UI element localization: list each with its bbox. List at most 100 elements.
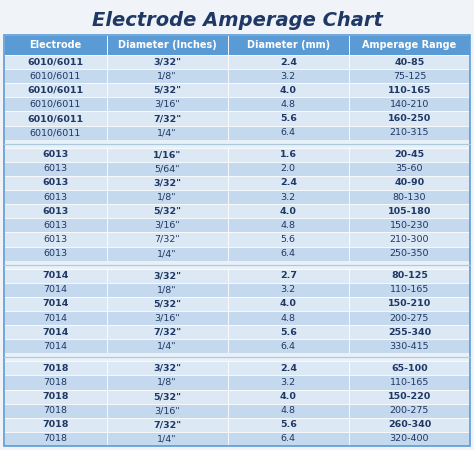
Bar bbox=[107, 126, 228, 140]
Bar bbox=[349, 83, 470, 97]
Bar bbox=[349, 297, 470, 311]
Bar bbox=[349, 218, 470, 232]
Bar bbox=[228, 375, 349, 390]
Text: 3.2: 3.2 bbox=[281, 378, 296, 387]
Bar bbox=[228, 297, 349, 311]
Bar bbox=[349, 283, 470, 297]
Text: 6.4: 6.4 bbox=[281, 128, 296, 137]
Bar bbox=[4, 126, 107, 140]
Text: Amperage Range: Amperage Range bbox=[362, 40, 456, 50]
Text: 5/32": 5/32" bbox=[153, 207, 181, 216]
Text: 7018: 7018 bbox=[43, 378, 67, 387]
Text: 7014: 7014 bbox=[42, 328, 68, 337]
Bar bbox=[228, 247, 349, 261]
Text: 7018: 7018 bbox=[42, 420, 69, 429]
Text: 6013: 6013 bbox=[43, 221, 67, 230]
Text: 5.6: 5.6 bbox=[280, 114, 297, 123]
Bar bbox=[228, 176, 349, 190]
Bar bbox=[107, 55, 228, 69]
Bar bbox=[107, 269, 228, 283]
Text: 1/4": 1/4" bbox=[157, 434, 177, 443]
Text: 260-340: 260-340 bbox=[388, 420, 431, 429]
Text: 6.4: 6.4 bbox=[281, 249, 296, 258]
Bar bbox=[349, 126, 470, 140]
Bar bbox=[228, 325, 349, 339]
Bar bbox=[228, 204, 349, 218]
Bar bbox=[107, 297, 228, 311]
Bar bbox=[4, 176, 107, 190]
Text: 200-275: 200-275 bbox=[390, 406, 429, 415]
Text: 7/32": 7/32" bbox=[155, 235, 180, 244]
Bar bbox=[349, 432, 470, 446]
Bar bbox=[107, 361, 228, 375]
Bar bbox=[4, 418, 107, 432]
Text: 3.2: 3.2 bbox=[281, 72, 296, 81]
Bar bbox=[4, 55, 107, 69]
Bar bbox=[4, 190, 107, 204]
Bar bbox=[228, 55, 349, 69]
Text: 40-90: 40-90 bbox=[394, 179, 425, 188]
Bar bbox=[349, 361, 470, 375]
Text: 7014: 7014 bbox=[42, 271, 68, 280]
Bar bbox=[349, 204, 470, 218]
Text: 2.7: 2.7 bbox=[280, 271, 297, 280]
Bar bbox=[107, 83, 228, 97]
Text: 150-220: 150-220 bbox=[388, 392, 431, 401]
Text: 4.8: 4.8 bbox=[281, 406, 296, 415]
Text: 140-210: 140-210 bbox=[390, 100, 429, 109]
Bar bbox=[4, 339, 107, 353]
Bar bbox=[228, 390, 349, 404]
Bar bbox=[4, 148, 107, 162]
Bar bbox=[107, 35, 228, 55]
Bar bbox=[349, 247, 470, 261]
Text: Diameter (Inches): Diameter (Inches) bbox=[118, 40, 217, 50]
Bar bbox=[349, 69, 470, 83]
Text: 2.0: 2.0 bbox=[281, 164, 296, 173]
Bar bbox=[107, 418, 228, 432]
Bar bbox=[228, 418, 349, 432]
Text: 6013: 6013 bbox=[43, 193, 67, 202]
Bar bbox=[228, 148, 349, 162]
Bar bbox=[349, 162, 470, 176]
Text: 35-60: 35-60 bbox=[396, 164, 423, 173]
Text: 3/16": 3/16" bbox=[155, 314, 180, 323]
Bar bbox=[107, 311, 228, 325]
Text: 4.0: 4.0 bbox=[280, 207, 297, 216]
Bar bbox=[349, 55, 470, 69]
Text: 3/32": 3/32" bbox=[153, 364, 181, 373]
Text: 110-165: 110-165 bbox=[388, 86, 431, 95]
Bar bbox=[349, 148, 470, 162]
Bar bbox=[4, 261, 470, 269]
Bar bbox=[228, 269, 349, 283]
Text: 5.6: 5.6 bbox=[280, 420, 297, 429]
Text: 2.4: 2.4 bbox=[280, 179, 297, 188]
Text: 75-125: 75-125 bbox=[393, 72, 426, 81]
Bar bbox=[4, 283, 107, 297]
Text: 6.4: 6.4 bbox=[281, 342, 296, 351]
Text: 40-85: 40-85 bbox=[394, 58, 425, 67]
Text: 1/16": 1/16" bbox=[153, 150, 181, 159]
Bar bbox=[107, 148, 228, 162]
Text: 6013: 6013 bbox=[42, 207, 68, 216]
Text: 3/16": 3/16" bbox=[155, 100, 180, 109]
Text: 5/32": 5/32" bbox=[153, 299, 181, 308]
Text: 4.0: 4.0 bbox=[280, 86, 297, 95]
Text: 150-230: 150-230 bbox=[390, 221, 429, 230]
Bar bbox=[4, 140, 470, 148]
Bar bbox=[228, 339, 349, 353]
Text: 4.0: 4.0 bbox=[280, 392, 297, 401]
Text: 4.8: 4.8 bbox=[281, 314, 296, 323]
Text: 80-130: 80-130 bbox=[392, 193, 426, 202]
Bar bbox=[349, 375, 470, 390]
Text: 2.4: 2.4 bbox=[280, 58, 297, 67]
Bar bbox=[349, 35, 470, 55]
Text: 5/32": 5/32" bbox=[153, 86, 181, 95]
Text: 7014: 7014 bbox=[43, 285, 67, 294]
Bar bbox=[349, 176, 470, 190]
Text: 6010/6011: 6010/6011 bbox=[30, 72, 81, 81]
Text: 7018: 7018 bbox=[43, 434, 67, 443]
Text: 1/4": 1/4" bbox=[157, 128, 177, 137]
Text: 250-350: 250-350 bbox=[390, 249, 429, 258]
Bar bbox=[228, 311, 349, 325]
Bar bbox=[107, 162, 228, 176]
